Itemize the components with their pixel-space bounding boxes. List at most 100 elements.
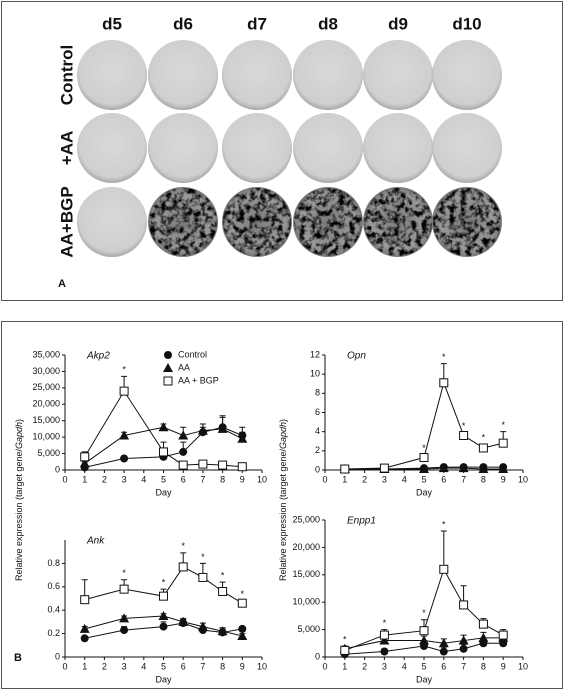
significance-mark: * [201,552,205,562]
y-tick-label: 30,000 [32,366,60,376]
marker [178,460,188,470]
x-axis-label: Day [155,674,172,684]
significance-mark: * [221,570,225,580]
marker [179,447,188,456]
x-tick-label: 8 [220,474,225,484]
marker [340,464,350,474]
column-label: d8 [318,14,338,33]
significance-mark: * [442,519,446,529]
marker [478,632,489,642]
x-tick-label: 7 [200,474,205,484]
y-axis-label-part: ) [14,419,24,422]
y-tick-label: 12 [310,349,320,359]
marker [158,422,169,432]
marker [218,586,228,596]
marker [198,459,208,469]
y-tick-label: 2 [315,445,320,455]
well-stain [433,188,501,256]
significance-mark: * [122,568,126,578]
panel-b-frame [1,321,563,689]
y-tick-label: 20,000 [292,542,320,552]
x-tick-label: 6 [441,474,446,484]
y-axis-label-part: Relative expression (target gene/ [278,448,288,581]
marker [163,376,173,386]
marker [379,463,389,473]
significance-mark: * [343,634,347,644]
x-tick-label: 5 [421,661,426,671]
row-label: AA+BGP [57,186,76,257]
charts: Akp205,00010,00015,00020,00025,00030,000… [14,349,528,684]
well [77,187,147,257]
marker [439,564,449,574]
y-tick-label: 15,000 [292,569,320,579]
x-tick-label: 0 [62,474,67,484]
legend-label: Control [178,349,207,359]
x-tick-label: 6 [441,661,446,671]
marker [159,622,168,631]
marker [478,443,488,453]
marker [237,433,248,443]
well [148,40,218,110]
well [293,113,363,183]
marker [79,458,90,468]
significance-mark: * [501,420,505,430]
marker [119,430,130,440]
marker [80,452,90,462]
marker [439,378,449,388]
y-tick-label: 8 [315,388,320,398]
well [222,113,292,183]
x-axis-label: Day [416,487,433,497]
x-tick-label: 3 [122,474,127,484]
row-label: +AA [57,131,76,165]
y-tick-label: 10 [310,369,320,379]
marker [438,638,449,648]
significance-mark: * [383,618,387,628]
x-tick-label: 7 [461,474,466,484]
y-axis-label-part: Gapdh [278,422,288,449]
marker [217,423,228,433]
chart-title: Akp2 [86,351,110,362]
x-tick-label: 6 [181,474,186,484]
marker [238,624,247,633]
x-axis-label: Day [416,674,433,684]
well [222,40,292,110]
x-tick-label: 4 [141,661,146,671]
x-tick-label: 0 [322,474,327,484]
well [363,40,433,110]
x-tick-label: 10 [257,661,267,671]
marker [79,623,90,633]
marker [379,635,390,645]
significance-mark: * [241,589,245,599]
x-tick-label: 5 [161,474,166,484]
y-tick-label: 0.6 [47,581,60,591]
x-tick-label: 0 [62,661,67,671]
x-tick-label: 3 [122,661,127,671]
x-tick-label: 5 [161,661,166,671]
marker [159,591,168,601]
y-tick-label: 0 [55,464,60,474]
y-tick-label: 10,000 [32,432,60,442]
marker [237,598,247,608]
x-tick-label: 3 [382,661,387,671]
marker [159,447,168,457]
x-tick-label: 2 [102,661,107,671]
marker [340,645,350,655]
well [77,113,147,183]
marker [498,630,508,640]
well-stain [294,188,362,256]
marker [218,460,228,470]
x-tick-label: 1 [82,474,87,484]
chart-title: Opn [347,351,366,362]
marker [439,647,448,656]
panel-label: A [58,278,66,290]
x-tick-label: 10 [518,661,528,671]
marker [119,584,129,594]
marker [459,431,469,440]
column-label: d6 [173,14,193,33]
y-tick-label: 0.4 [47,605,60,615]
y-tick-label: 25,000 [292,514,320,524]
x-tick-label: 3 [382,474,387,484]
x-tick-label: 4 [402,661,407,671]
x-tick-label: 9 [501,474,506,484]
